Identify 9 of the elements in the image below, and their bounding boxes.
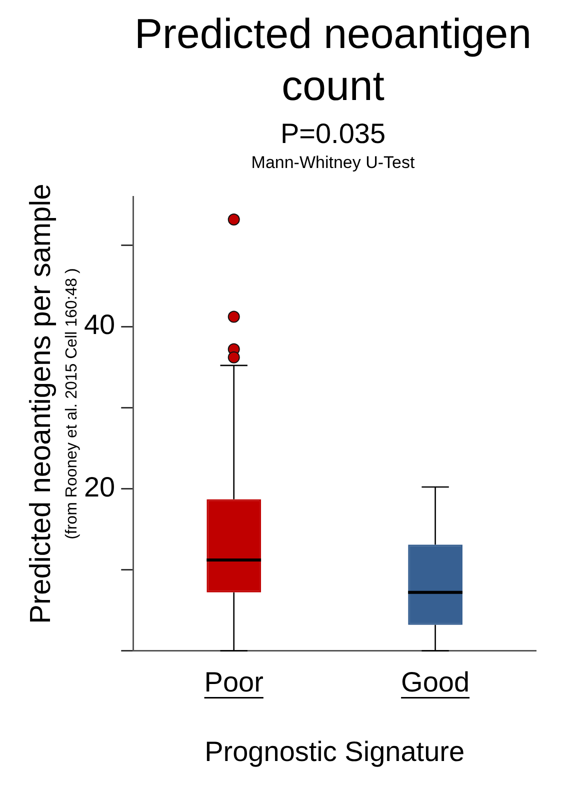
y-axis-title: Predicted neoantigens per sample (from Rooney et al. 2015 Cell 160:48 ): [25, 184, 80, 624]
y-tick-label: 20: [84, 471, 116, 502]
y-tick-label: 40: [84, 309, 116, 340]
x-tick-label: Good: [401, 666, 470, 698]
chart-title: Predicted neoantigen count: [134, 9, 532, 111]
text: Mann-Whitney U-Test: [250, 152, 416, 174]
x-axis-title: Prognostic Signature: [204, 736, 465, 767]
x-tick-label: Poor: [204, 666, 264, 698]
chart-subtitle: P=0.035: [279, 117, 387, 151]
